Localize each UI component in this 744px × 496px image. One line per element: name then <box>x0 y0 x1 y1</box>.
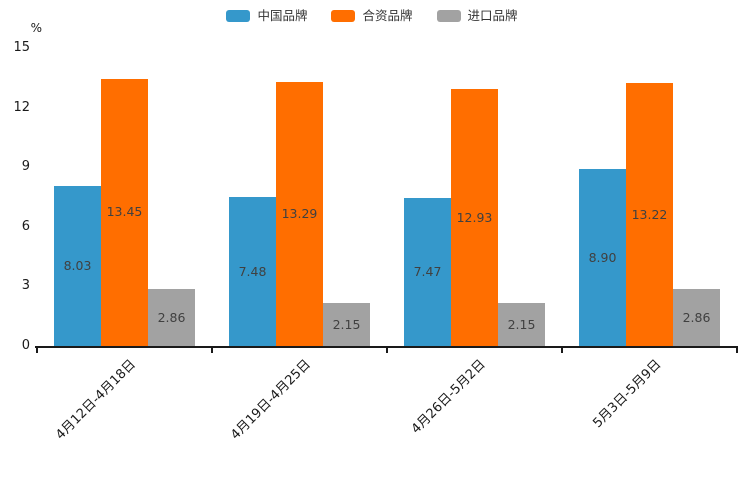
bar-value-label: 8.03 <box>63 258 92 274</box>
x-axis-tick-mark <box>386 348 388 353</box>
legend-swatch-icon <box>226 10 251 22</box>
y-axis-tick-label: 12 <box>13 99 30 115</box>
bar-进口品牌-4月12日-4月18日[interactable] <box>148 289 195 346</box>
chart-legend: 中国品牌 合资品牌 进口品牌 <box>0 8 744 24</box>
bar-value-label: 2.86 <box>682 309 711 325</box>
bar-value-label: 2.15 <box>332 316 361 332</box>
x-axis-tick-mark <box>211 348 213 353</box>
bar-中国品牌-4月19日-4月25日[interactable] <box>229 197 276 346</box>
bar-value-label: 7.47 <box>413 263 442 279</box>
x-axis-category-label: 4月26日-5月2日 <box>409 357 490 437</box>
y-axis-tick-label: 3 <box>21 278 30 294</box>
legend-item[interactable]: 进口品牌 <box>436 8 518 24</box>
legend-item-label: 中国品牌 <box>257 8 308 23</box>
y-axis-tick-label: 0 <box>21 338 30 353</box>
y-axis-tick-label: 9 <box>21 159 30 175</box>
x-axis-category-label: 4月12日-4月18日 <box>53 357 140 443</box>
bar-合资品牌-5月3日-5月9日[interactable] <box>626 83 673 346</box>
legend-swatch-icon <box>331 10 356 22</box>
bar-value-label: 2.15 <box>507 316 536 332</box>
bar-合资品牌-4月26日-5月2日[interactable] <box>451 89 498 346</box>
y-axis-tick-label: 15 <box>13 40 30 55</box>
legend-swatch-icon <box>436 10 461 22</box>
x-axis-category-label: 4月19日-4月25日 <box>228 357 315 443</box>
bar-中国品牌-5月3日-5月9日[interactable] <box>579 169 626 346</box>
legend-item-label: 进口品牌 <box>467 8 518 23</box>
y-axis-tick-label: 6 <box>21 218 30 234</box>
x-axis-tick-mark <box>36 348 38 353</box>
bar-中国品牌-4月26日-5月2日[interactable] <box>404 197 451 346</box>
bar-value-label: 13.45 <box>106 204 143 220</box>
bar-进口品牌-4月19日-4月25日[interactable] <box>323 303 370 346</box>
bar-value-label: 7.48 <box>238 263 267 279</box>
bar-value-label: 12.93 <box>456 209 493 225</box>
x-axis-tick-mark <box>561 348 563 353</box>
legend-item-label: 合资品牌 <box>362 8 413 23</box>
bar-合资品牌-4月19日-4月25日[interactable] <box>276 81 323 346</box>
y-axis-unit-label: % <box>30 21 42 35</box>
bar-value-label: 8.90 <box>588 249 617 265</box>
bar-进口品牌-5月3日-5月9日[interactable] <box>673 289 720 346</box>
bar-合资品牌-4月12日-4月18日[interactable] <box>101 78 148 346</box>
x-axis-tick-mark <box>736 348 738 353</box>
x-axis-category-label: 5月3日-5月9日 <box>590 357 665 432</box>
x-axis-line <box>35 346 738 348</box>
bar-value-label: 13.22 <box>631 206 668 222</box>
bar-中国品牌-4月12日-4月18日[interactable] <box>54 186 101 346</box>
bar-value-label: 13.29 <box>281 205 318 221</box>
legend-item[interactable]: 中国品牌 <box>226 8 307 24</box>
bar-value-label: 2.86 <box>157 309 186 325</box>
bar-进口品牌-4月26日-5月2日[interactable] <box>498 303 545 346</box>
legend-item[interactable]: 合资品牌 <box>331 8 413 24</box>
